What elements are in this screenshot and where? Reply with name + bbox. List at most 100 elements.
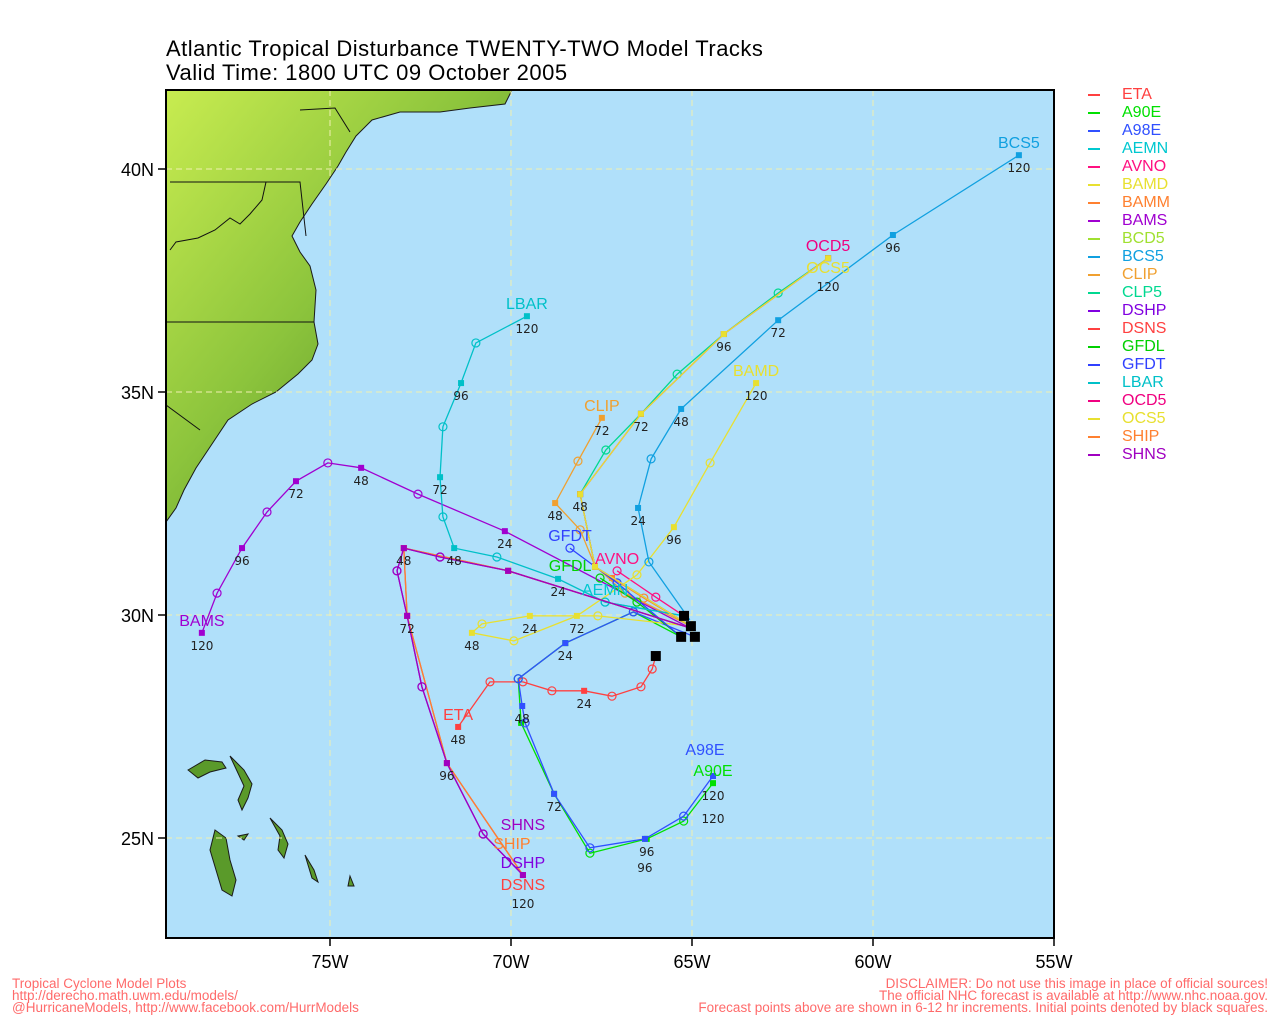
forecast-hour-label: 120 bbox=[702, 789, 725, 803]
model-name-label: GFDT bbox=[548, 528, 592, 545]
track-ocs5 bbox=[577, 255, 832, 627]
valid-time: Valid Time: 1800 UTC 09 October 2005 bbox=[166, 60, 568, 85]
forecast-point-filled bbox=[753, 380, 760, 387]
y-tick-label: 30N bbox=[121, 606, 154, 626]
forecast-point-filled bbox=[451, 545, 458, 552]
forecast-point-filled bbox=[358, 464, 365, 471]
x-tick-label: 60W bbox=[854, 952, 891, 972]
forecast-point-filled bbox=[889, 232, 896, 239]
forecast-point-filled bbox=[519, 702, 526, 709]
forecast-point-hollow bbox=[632, 570, 642, 580]
forecast-point-hollow bbox=[593, 611, 603, 621]
initial-point-square bbox=[685, 621, 696, 632]
legend-item-ship: SHIP bbox=[1088, 428, 1170, 446]
forecast-point-hollow bbox=[438, 422, 448, 432]
forecast-hour-label: 24 bbox=[522, 622, 537, 636]
legend-line-swatch bbox=[1088, 328, 1100, 330]
model-name-label: OCD5 bbox=[806, 238, 851, 255]
legend-item-a90e: A90E bbox=[1088, 104, 1170, 122]
model-name-label: SHIP bbox=[493, 836, 530, 853]
forecast-point-hollow bbox=[509, 636, 519, 646]
state-borders bbox=[166, 107, 351, 431]
ocean bbox=[166, 90, 1054, 938]
legend-line-swatch bbox=[1088, 94, 1100, 96]
footer-right: DISCLAIMER: Do not use this image in pla… bbox=[698, 976, 1268, 1015]
forecast-point-hollow bbox=[513, 674, 523, 684]
forecast-hour-label: 120 bbox=[511, 897, 534, 911]
model-name-label: OCS5 bbox=[806, 260, 850, 277]
forecast-point-filled bbox=[551, 790, 558, 797]
track-a98e bbox=[513, 607, 716, 853]
forecast-point-hollow bbox=[435, 552, 445, 562]
forecast-point-filled bbox=[400, 545, 407, 552]
forecast-hour-label: 48 bbox=[515, 712, 530, 726]
forecast-point-filled bbox=[523, 313, 530, 320]
model-name-label: SHNS bbox=[501, 817, 545, 834]
forecast-hour-label: 120 bbox=[702, 812, 725, 826]
legend-line-swatch bbox=[1088, 382, 1100, 384]
forecast-point-filled bbox=[678, 405, 685, 412]
forecast-point-hollow bbox=[212, 588, 222, 598]
lat-lon-grid bbox=[166, 90, 1055, 938]
model-name-label: AEMN bbox=[582, 582, 628, 599]
forecast-point-filled bbox=[443, 760, 450, 767]
forecast-hour-label: 24 bbox=[497, 537, 512, 551]
model-name-label: BAMD bbox=[733, 363, 779, 380]
track-line bbox=[201, 462, 691, 634]
legend-line-swatch bbox=[1088, 310, 1100, 312]
legend-line-swatch bbox=[1088, 112, 1100, 114]
legend-label: GFDL bbox=[1122, 338, 1165, 355]
forecast-point-filled bbox=[458, 380, 465, 387]
forecast-point-hollow bbox=[651, 592, 661, 602]
forecast-point-filled bbox=[591, 563, 598, 570]
forecast-point-filled bbox=[637, 410, 644, 417]
legend-label: DSNS bbox=[1122, 320, 1167, 337]
initial-point-square bbox=[689, 631, 700, 642]
forecast-point-filled bbox=[775, 317, 782, 324]
disclaimer: DISCLAIMER: Do not use this image in pla… bbox=[885, 976, 1268, 991]
forecast-hour-label: 120 bbox=[1007, 161, 1030, 175]
forecast-point-hollow bbox=[471, 338, 481, 348]
forecast-point-filled bbox=[437, 474, 444, 481]
legend-label: LBAR bbox=[1122, 374, 1164, 391]
forecast-point-hollow bbox=[485, 677, 495, 687]
us-east-coast-land bbox=[166, 90, 513, 523]
model-tracks bbox=[198, 152, 1022, 879]
model-name-label: GFDL bbox=[549, 558, 592, 575]
forecast-hour-label: 96 bbox=[716, 340, 731, 354]
legend-item-bamd: BAMD bbox=[1088, 176, 1170, 194]
model-name-label: A98E bbox=[685, 742, 724, 759]
model-name-label: ETA bbox=[443, 707, 473, 724]
forecast-point-filled bbox=[598, 414, 605, 421]
forecast-point-filled bbox=[526, 612, 533, 619]
model-name-label: A90E bbox=[693, 763, 732, 780]
forecast-point-hollow bbox=[573, 456, 583, 466]
legend-item-clip: CLIP bbox=[1088, 266, 1170, 284]
forecast-point-hollow bbox=[262, 507, 272, 517]
forecast-hour-label: 96 bbox=[885, 241, 900, 255]
legend-item-gfdl: GFDL bbox=[1088, 338, 1170, 356]
legend-line-swatch bbox=[1088, 436, 1100, 438]
model-name-label: BAMS bbox=[179, 613, 224, 630]
legend-item-eta: ETA bbox=[1088, 86, 1170, 104]
model-name-label: DSNS bbox=[501, 877, 545, 894]
legend-label: BAMS bbox=[1122, 212, 1168, 229]
footer-site-url[interactable]: http://derecho.math.uwm.edu/models/ bbox=[12, 988, 238, 1003]
footer-social[interactable]: @HurricaneModels, http://www.facebook.co… bbox=[12, 1000, 359, 1015]
forecast-hour-label: 48 bbox=[572, 500, 587, 514]
forecast-point-filled bbox=[641, 835, 648, 842]
initial-point-square bbox=[679, 610, 690, 621]
forecast-point-hollow bbox=[705, 458, 715, 468]
forecast-hour-label: 48 bbox=[673, 415, 688, 429]
legend-label: OCS5 bbox=[1122, 410, 1166, 427]
forecast-hour-label: 48 bbox=[396, 554, 411, 568]
forecast-hour-label: 72 bbox=[432, 483, 447, 497]
legend-line-swatch bbox=[1088, 166, 1100, 168]
legend-item-a98e: A98E bbox=[1088, 122, 1170, 140]
forecast-point-hollow bbox=[679, 816, 689, 826]
forecast-hour-label: 48 bbox=[464, 639, 479, 653]
legend-label: ETA bbox=[1122, 86, 1152, 103]
forecast-point-hollow bbox=[438, 512, 448, 522]
legend-label: CLIP bbox=[1122, 266, 1158, 283]
legend-line-swatch bbox=[1088, 292, 1100, 294]
